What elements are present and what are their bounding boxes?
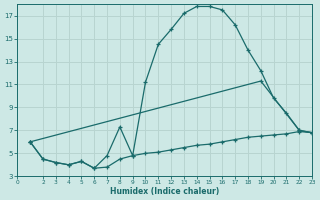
X-axis label: Humidex (Indice chaleur): Humidex (Indice chaleur) — [110, 187, 219, 196]
